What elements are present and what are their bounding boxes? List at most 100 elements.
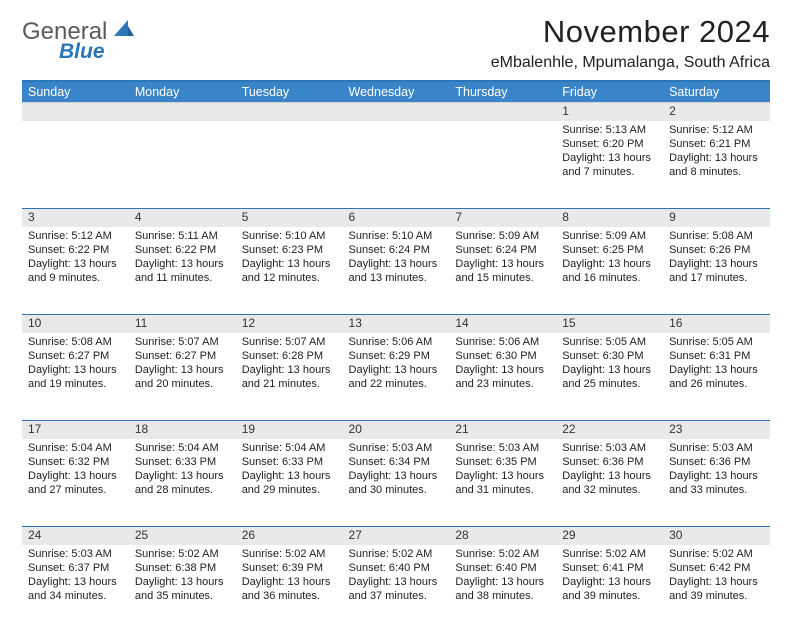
weekday-header: Friday <box>556 81 663 103</box>
sunset-line: Sunset: 6:22 PM <box>28 243 123 257</box>
day-content-cell: Sunrise: 5:13 AMSunset: 6:20 PMDaylight:… <box>556 121 663 209</box>
weekday-header: Wednesday <box>343 81 450 103</box>
content-row: Sunrise: 5:03 AMSunset: 6:37 PMDaylight:… <box>22 545 770 633</box>
page-title: November 2024 <box>491 14 770 50</box>
page-subtitle: eMbalenhle, Mpumalanga, South Africa <box>491 54 770 72</box>
calendar-page: General Blue November 2024 eMbalenhle, M… <box>0 0 792 643</box>
day-number-cell: 27 <box>343 527 450 545</box>
day-content-cell: Sunrise: 5:08 AMSunset: 6:27 PMDaylight:… <box>22 333 129 421</box>
daynum-row: 12 <box>22 103 770 121</box>
daylight-line: Daylight: 13 hours and 27 minutes. <box>28 469 123 497</box>
sunset-line: Sunset: 6:28 PM <box>242 349 337 363</box>
day-number-cell: 10 <box>22 315 129 333</box>
daylight-line: Daylight: 13 hours and 22 minutes. <box>349 363 444 391</box>
day-content-cell: Sunrise: 5:02 AMSunset: 6:42 PMDaylight:… <box>663 545 770 633</box>
sunrise-line: Sunrise: 5:02 AM <box>349 547 444 561</box>
sunrise-line: Sunrise: 5:04 AM <box>28 441 123 455</box>
day-number-cell: 28 <box>449 527 556 545</box>
content-row: Sunrise: 5:04 AMSunset: 6:32 PMDaylight:… <box>22 439 770 527</box>
daylight-line: Daylight: 13 hours and 32 minutes. <box>562 469 657 497</box>
day-number-cell: 19 <box>236 421 343 439</box>
day-number-cell: 9 <box>663 209 770 227</box>
sunset-line: Sunset: 6:26 PM <box>669 243 764 257</box>
sail-icon <box>114 20 134 42</box>
day-content-cell: Sunrise: 5:04 AMSunset: 6:32 PMDaylight:… <box>22 439 129 527</box>
day-number-cell: 8 <box>556 209 663 227</box>
sunrise-line: Sunrise: 5:02 AM <box>669 547 764 561</box>
daylight-line: Daylight: 13 hours and 21 minutes. <box>242 363 337 391</box>
sunset-line: Sunset: 6:25 PM <box>562 243 657 257</box>
sunrise-line: Sunrise: 5:02 AM <box>562 547 657 561</box>
daylight-line: Daylight: 13 hours and 28 minutes. <box>135 469 230 497</box>
day-content-cell: Sunrise: 5:10 AMSunset: 6:24 PMDaylight:… <box>343 227 450 315</box>
day-content-cell: Sunrise: 5:02 AMSunset: 6:40 PMDaylight:… <box>449 545 556 633</box>
sunrise-line: Sunrise: 5:03 AM <box>562 441 657 455</box>
day-number-cell: 5 <box>236 209 343 227</box>
sunrise-line: Sunrise: 5:03 AM <box>455 441 550 455</box>
daylight-line: Daylight: 13 hours and 31 minutes. <box>455 469 550 497</box>
day-number-cell <box>22 103 129 121</box>
sunset-line: Sunset: 6:24 PM <box>455 243 550 257</box>
daynum-row: 10111213141516 <box>22 315 770 333</box>
day-number-cell: 17 <box>22 421 129 439</box>
day-number-cell: 7 <box>449 209 556 227</box>
sunrise-line: Sunrise: 5:05 AM <box>669 335 764 349</box>
sunrise-line: Sunrise: 5:09 AM <box>562 229 657 243</box>
sunset-line: Sunset: 6:30 PM <box>455 349 550 363</box>
sunrise-line: Sunrise: 5:04 AM <box>242 441 337 455</box>
sunset-line: Sunset: 6:27 PM <box>135 349 230 363</box>
day-content-cell: Sunrise: 5:02 AMSunset: 6:41 PMDaylight:… <box>556 545 663 633</box>
day-number-cell: 26 <box>236 527 343 545</box>
day-content-cell: Sunrise: 5:11 AMSunset: 6:22 PMDaylight:… <box>129 227 236 315</box>
daylight-line: Daylight: 13 hours and 35 minutes. <box>135 575 230 603</box>
sunset-line: Sunset: 6:29 PM <box>349 349 444 363</box>
sunset-line: Sunset: 6:32 PM <box>28 455 123 469</box>
day-content-cell: Sunrise: 5:07 AMSunset: 6:28 PMDaylight:… <box>236 333 343 421</box>
sunset-line: Sunset: 6:38 PM <box>135 561 230 575</box>
sunset-line: Sunset: 6:34 PM <box>349 455 444 469</box>
sunrise-line: Sunrise: 5:08 AM <box>28 335 123 349</box>
content-row: Sunrise: 5:12 AMSunset: 6:22 PMDaylight:… <box>22 227 770 315</box>
sunrise-line: Sunrise: 5:03 AM <box>349 441 444 455</box>
daylight-line: Daylight: 13 hours and 12 minutes. <box>242 257 337 285</box>
day-number-cell: 29 <box>556 527 663 545</box>
day-content-cell: Sunrise: 5:12 AMSunset: 6:21 PMDaylight:… <box>663 121 770 209</box>
day-number-cell: 2 <box>663 103 770 121</box>
sunset-line: Sunset: 6:30 PM <box>562 349 657 363</box>
day-content-cell <box>343 121 450 209</box>
sunset-line: Sunset: 6:31 PM <box>669 349 764 363</box>
weekday-header: Saturday <box>663 81 770 103</box>
day-number-cell: 4 <box>129 209 236 227</box>
day-content-cell: Sunrise: 5:03 AMSunset: 6:37 PMDaylight:… <box>22 545 129 633</box>
sunrise-line: Sunrise: 5:07 AM <box>135 335 230 349</box>
day-number-cell <box>236 103 343 121</box>
sunset-line: Sunset: 6:33 PM <box>242 455 337 469</box>
day-number-cell <box>343 103 450 121</box>
day-content-cell: Sunrise: 5:03 AMSunset: 6:34 PMDaylight:… <box>343 439 450 527</box>
sunrise-line: Sunrise: 5:08 AM <box>669 229 764 243</box>
sunset-line: Sunset: 6:22 PM <box>135 243 230 257</box>
daynum-row: 17181920212223 <box>22 421 770 439</box>
day-content-cell: Sunrise: 5:09 AMSunset: 6:24 PMDaylight:… <box>449 227 556 315</box>
day-content-cell: Sunrise: 5:07 AMSunset: 6:27 PMDaylight:… <box>129 333 236 421</box>
day-content-cell: Sunrise: 5:08 AMSunset: 6:26 PMDaylight:… <box>663 227 770 315</box>
day-number-cell: 11 <box>129 315 236 333</box>
content-row: Sunrise: 5:08 AMSunset: 6:27 PMDaylight:… <box>22 333 770 421</box>
sunset-line: Sunset: 6:37 PM <box>28 561 123 575</box>
sunrise-line: Sunrise: 5:02 AM <box>455 547 550 561</box>
day-content-cell: Sunrise: 5:04 AMSunset: 6:33 PMDaylight:… <box>236 439 343 527</box>
day-content-cell: Sunrise: 5:06 AMSunset: 6:30 PMDaylight:… <box>449 333 556 421</box>
day-content-cell: Sunrise: 5:03 AMSunset: 6:35 PMDaylight:… <box>449 439 556 527</box>
day-number-cell: 25 <box>129 527 236 545</box>
daylight-line: Daylight: 13 hours and 36 minutes. <box>242 575 337 603</box>
day-number-cell: 20 <box>343 421 450 439</box>
daylight-line: Daylight: 13 hours and 13 minutes. <box>349 257 444 285</box>
sunset-line: Sunset: 6:27 PM <box>28 349 123 363</box>
day-content-cell: Sunrise: 5:02 AMSunset: 6:40 PMDaylight:… <box>343 545 450 633</box>
day-content-cell: Sunrise: 5:09 AMSunset: 6:25 PMDaylight:… <box>556 227 663 315</box>
day-number-cell: 15 <box>556 315 663 333</box>
daylight-line: Daylight: 13 hours and 20 minutes. <box>135 363 230 391</box>
sunset-line: Sunset: 6:40 PM <box>349 561 444 575</box>
sunset-line: Sunset: 6:42 PM <box>669 561 764 575</box>
calendar-thead: SundayMondayTuesdayWednesdayThursdayFrid… <box>22 81 770 103</box>
